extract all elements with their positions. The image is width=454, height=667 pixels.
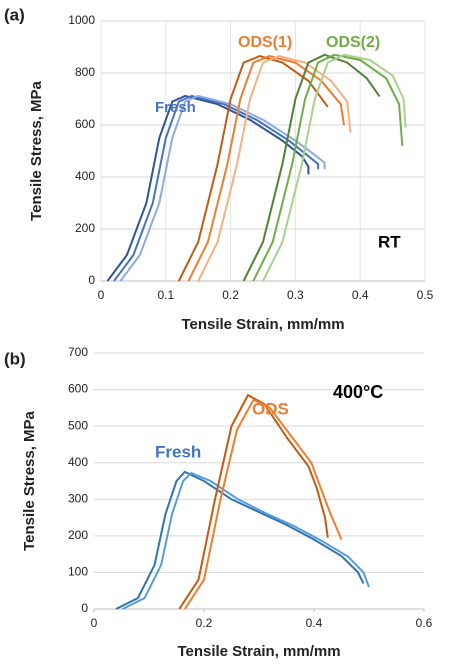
x-tick-label: 0.3 xyxy=(287,288,304,302)
y-tick-label: 200 xyxy=(75,221,95,235)
x-tick-label: 0.1 xyxy=(157,288,174,302)
y-tick-label: 0 xyxy=(88,273,95,287)
panel-label: (a) xyxy=(4,5,25,24)
annotation: RT xyxy=(378,232,401,251)
y-tick-label: 800 xyxy=(75,65,95,79)
y-tick-label: 100 xyxy=(68,565,88,579)
curve xyxy=(119,94,326,282)
curve xyxy=(252,53,404,282)
x-tick-label: 0.6 xyxy=(416,616,433,630)
x-tick-label: 0 xyxy=(98,288,105,302)
y-tick-label: 0 xyxy=(81,601,88,615)
curve xyxy=(122,471,370,610)
curve xyxy=(106,94,310,282)
panel: 0 100 200 300 400 500 600 700 0 0.2 0.4 0.6 (b) Tensi… xyxy=(4,345,433,660)
curve xyxy=(197,55,352,282)
annotation: ODS xyxy=(252,399,289,418)
y-tick-label: 200 xyxy=(68,528,88,542)
curve xyxy=(262,53,407,282)
y-tick-label: 700 xyxy=(68,345,88,359)
y-tick-label: 1000 xyxy=(68,13,95,27)
x-tick-label: 0.5 xyxy=(417,288,434,302)
x-axis-title: Tensile Strain, mm/mm xyxy=(181,316,344,333)
x-tick-label: 0.4 xyxy=(352,288,369,302)
panel: 0 200 400 600 800 1000 0 0.1 0.2 0.3 0.4 0.5 (a) Tens… xyxy=(4,5,434,332)
y-tick-label: 600 xyxy=(68,382,88,396)
x-tick-label: 0.2 xyxy=(196,616,213,630)
x-tick-label: 0.4 xyxy=(306,616,323,630)
curve xyxy=(183,398,343,610)
curve xyxy=(178,393,329,610)
panel-label: (b) xyxy=(4,349,26,368)
x-tick-label: 0 xyxy=(91,616,98,630)
y-tick-label: 300 xyxy=(68,491,88,505)
curve xyxy=(242,53,381,282)
annotation: ODS(1) xyxy=(238,34,292,51)
annotation: Fresh xyxy=(155,442,201,461)
x-tick-label: 0.2 xyxy=(222,288,239,302)
y-axis-title: Tensile Stress, MPa xyxy=(28,80,45,220)
x-axis-title: Tensile Strain, mm/mm xyxy=(177,643,340,660)
annotation: Fresh xyxy=(155,99,196,116)
curve xyxy=(113,94,320,282)
y-tick-label: 400 xyxy=(75,169,95,183)
curve xyxy=(187,55,345,282)
curve xyxy=(115,470,365,610)
y-axis-title: Tensile Stress, MPa xyxy=(21,410,38,550)
annotation: ODS(2) xyxy=(326,34,380,51)
y-tick-label: 600 xyxy=(75,117,95,131)
curve xyxy=(177,55,329,282)
y-tick-label: 500 xyxy=(68,418,88,432)
y-tick-label: 400 xyxy=(68,455,88,469)
annotation: 400°C xyxy=(333,382,383,402)
